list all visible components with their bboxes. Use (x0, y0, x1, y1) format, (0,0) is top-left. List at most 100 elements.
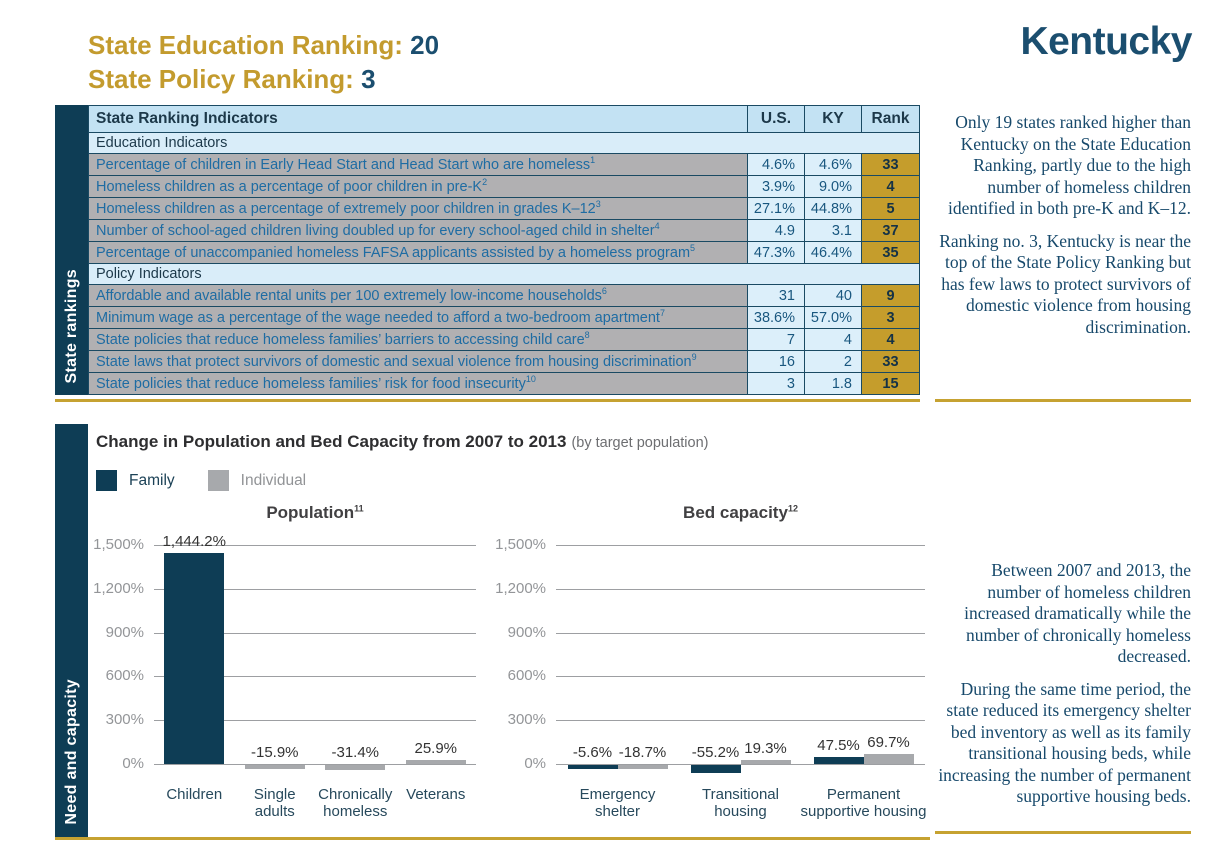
y-tick-label: 1,200% (93, 580, 144, 597)
commentary-paragraph: Between 2007 and 2013, the number of hom… (964, 560, 1191, 667)
col-header-us: U.S. (747, 105, 805, 133)
bar-value-label: 19.3% (744, 740, 787, 757)
legend-item-individual: Individual (207, 470, 306, 491)
y-tick-label: 0% (122, 755, 144, 772)
gridline (154, 589, 476, 590)
table-row: Homeless children as a percentage of ext… (88, 197, 920, 220)
state-rankings-side-tab: State rankings (55, 105, 88, 395)
bar-family (690, 765, 741, 773)
chart-section-title: Change in Population and Bed Capacity fr… (96, 432, 709, 451)
bar-family (164, 553, 225, 764)
rank-value: 4 (861, 175, 920, 198)
x-category-label: Permanent supportive housing (800, 786, 927, 821)
footnote-marker: 6 (601, 285, 607, 296)
indicator-label: Affordable and available rental units pe… (88, 284, 748, 307)
bed-capacity-plot-area: -5.6% -18.7% -55.2% 19.3% 47.5% 69.7% (556, 545, 925, 778)
us-value: 7 (747, 328, 805, 351)
gridline (154, 764, 476, 765)
gridline (556, 589, 925, 590)
legend-item-family: Family (96, 470, 175, 491)
indicator-label: State laws that protect survivors of dom… (88, 350, 748, 373)
policy-ranking-label: State Policy Ranking: (88, 64, 354, 94)
us-value: 3.9% (747, 175, 805, 198)
need-capacity-side-label: Need and capacity (62, 679, 80, 825)
bar-value-label: -18.7% (618, 744, 667, 761)
indicator-label: Minimum wage as a percentage of the wage… (88, 306, 748, 329)
bar-individual (244, 765, 305, 769)
bed-capacity-x-labels: Emergency shelter Transitional housing Per… (556, 784, 927, 828)
footnote-marker: 7 (659, 307, 665, 318)
commentary-paragraph: Ranking no. 3, Kentucky is near the top … (939, 230, 1191, 337)
indicator-label: State policies that reduce homeless fami… (88, 328, 748, 351)
rank-value: 33 (861, 350, 920, 373)
ky-value: 44.8% (804, 197, 862, 220)
section-row-policy: Policy Indicators (88, 263, 920, 285)
ky-value: 2 (804, 350, 862, 373)
family-swatch (96, 470, 117, 491)
footnote-marker: 4 (654, 220, 660, 231)
education-ranking-value: 20 (410, 30, 440, 60)
policy-ranking-value: 3 (361, 64, 376, 94)
rank-value: 4 (861, 328, 920, 351)
bar-individual (325, 765, 386, 770)
y-tick-label: 1,500% (93, 536, 144, 553)
bar-value-label: -5.6% (572, 744, 613, 761)
table-row: Number of school-aged children living do… (88, 219, 920, 242)
us-value: 31 (747, 284, 805, 307)
need-and-capacity-section: Need and capacity Change in Population a… (55, 424, 930, 837)
table-row: State policies that reduce homeless fami… (88, 372, 920, 395)
y-tick-label: 600% (105, 667, 144, 684)
indicator-label: Homeless children as a percentage of poo… (88, 175, 748, 198)
charts-row: Population11 1,500% 1,200% 900% 600% 300% 0% … (93, 503, 930, 828)
chart-legend: Family Individual (96, 470, 930, 491)
y-tick-label: 300% (507, 711, 546, 728)
footnote-marker: 8 (584, 329, 590, 340)
bar-family (813, 757, 864, 764)
rank-value: 3 (861, 306, 920, 329)
bar-value-label: 69.7% (867, 734, 910, 751)
footnote-marker: 12 (787, 503, 798, 514)
x-category-label: Chronically homeless (318, 786, 393, 821)
gold-divider (935, 831, 1191, 834)
us-value: 4.6% (747, 153, 805, 176)
gridline (556, 720, 925, 721)
bar-family (567, 765, 618, 769)
chart-content: Change in Population and Bed Capacity fr… (88, 424, 930, 837)
ky-value: 4.6% (804, 153, 862, 176)
population-chart: Population11 1,500% 1,200% 900% 600% 300% 0% … (93, 503, 476, 828)
rankings-commentary: Only 19 states ranked higher than Kentuc… (935, 112, 1191, 338)
section-row-education: Education Indicators (88, 132, 920, 154)
need-capacity-side-tab: Need and capacity (55, 424, 88, 837)
col-header-indicators: State Ranking Indicators (88, 105, 748, 133)
gold-divider (55, 399, 920, 402)
table-row: Homeless children as a percentage of poo… (88, 175, 920, 198)
bar-value-label: -55.2% (691, 744, 740, 761)
bar-individual (405, 760, 466, 764)
y-tick-label: 0% (524, 755, 546, 772)
us-value: 38.6% (747, 306, 805, 329)
population-plot-wrap: 1,500% 1,200% 900% 600% 300% 0% 1,444.2% -15.9… (93, 533, 476, 778)
ky-value: 57.0% (804, 306, 862, 329)
state-rankings-side-label: State rankings (62, 268, 80, 383)
y-tick-label: 900% (105, 624, 144, 641)
table-row: State laws that protect survivors of dom… (88, 350, 920, 373)
gridline (556, 676, 925, 677)
population-x-labels: Children Single adults Chronically homeles… (154, 784, 476, 828)
chart-section-subtitle: (by target population) (571, 435, 709, 451)
policy-ranking-line: State Policy Ranking: 3 (88, 62, 439, 96)
capacity-commentary: Between 2007 and 2013, the number of hom… (935, 560, 1191, 808)
indicator-label: Number of school-aged children living do… (88, 219, 748, 242)
y-tick-label: 900% (507, 624, 546, 641)
population-chart-title: Population11 (266, 503, 364, 522)
table-header-row: State Ranking Indicators U.S. KY Rank (88, 105, 920, 133)
y-tick-label: 1,200% (495, 580, 546, 597)
rankings-header: State Education Ranking: 20 State Policy… (88, 28, 439, 96)
footnote-marker: 9 (691, 351, 697, 362)
ky-value: 3.1 (804, 219, 862, 242)
footnote-marker: 3 (595, 198, 601, 209)
footnote-marker: 5 (690, 242, 696, 253)
indicator-label: Homeless children as a percentage of ext… (88, 197, 748, 220)
ky-value: 40 (804, 284, 862, 307)
x-category-label: Transitional housing (702, 786, 779, 821)
col-header-ky: KY (804, 105, 862, 133)
